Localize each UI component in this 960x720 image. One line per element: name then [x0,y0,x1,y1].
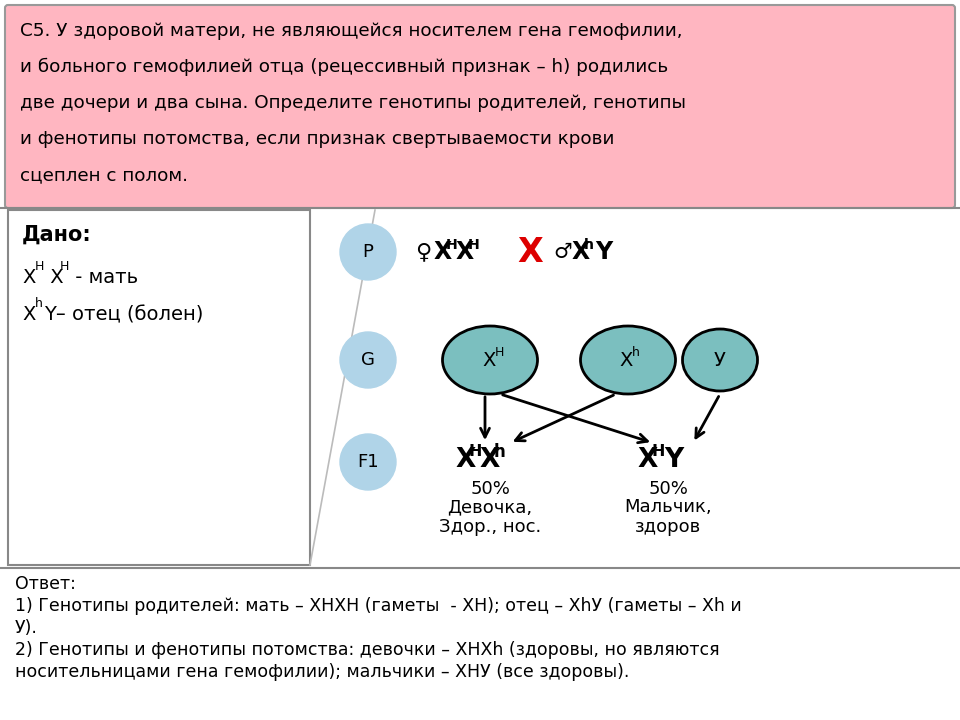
Text: У).: У). [15,619,37,637]
Text: Х: Х [479,447,500,473]
Text: две дочери и два сына. Определите генотипы родителей, генотипы: две дочери и два сына. Определите геноти… [20,94,686,112]
Text: ♂: ♂ [553,242,572,262]
Text: У: У [714,351,726,369]
Text: Н: Н [495,346,504,359]
Text: G: G [361,351,375,369]
Text: Х: Х [456,240,474,264]
Text: здоров: здоров [635,518,701,536]
Text: 1) Генотипы родителей: мать – ХНХН (гаметы  - ХН); отец – ХhУ (гаметы – Хh и: 1) Генотипы родителей: мать – ХНХН (гаме… [15,597,742,615]
Text: 50%: 50% [470,480,510,498]
Ellipse shape [581,326,676,394]
Text: Ответ:: Ответ: [15,575,76,593]
Text: Х: Х [44,268,63,287]
Text: Х: Х [482,351,495,369]
Text: Х: Х [455,447,475,473]
Text: 50%: 50% [648,480,688,498]
Text: 2) Генотипы и фенотипы потомства: девочки – ХНХh (здоровы, но являются: 2) Генотипы и фенотипы потомства: девочк… [15,641,720,659]
Text: Х: Х [619,351,633,369]
Text: С5. У здоровой матери, не являющейся носителем гена гемофилии,: С5. У здоровой матери, не являющейся нос… [20,22,683,40]
Text: Y: Y [595,240,612,264]
Text: Мальчик,: Мальчик, [624,498,711,516]
Text: Дано:: Дано: [22,225,92,245]
Text: Девочка,: Девочка, [447,498,533,516]
Text: Х: Х [572,240,590,264]
Text: Н: Н [468,238,480,252]
Ellipse shape [443,326,538,394]
Text: P: P [363,243,373,261]
FancyBboxPatch shape [5,5,955,208]
Text: носительницами гена гемофилии); мальчики – ХНУ (все здоровы).: носительницами гена гемофилии); мальчики… [15,663,630,681]
Text: Х: Х [22,268,36,287]
Text: Н: Н [446,238,458,252]
Text: Х: Х [638,447,659,473]
Text: ♀: ♀ [415,242,431,262]
Text: X: X [517,235,542,269]
Circle shape [340,434,396,490]
Text: h: h [493,443,505,461]
Text: Здор., нос.: Здор., нос. [439,518,541,536]
Text: Y– отец (болен): Y– отец (болен) [44,305,204,324]
Text: h: h [632,346,640,359]
Circle shape [340,224,396,280]
FancyBboxPatch shape [8,210,310,565]
Text: Х: Х [22,305,36,324]
Text: Н: Н [468,444,482,459]
Circle shape [340,332,396,388]
Text: Х: Х [434,240,452,264]
Text: сцеплен с полом.: сцеплен с полом. [20,166,188,184]
Text: Н: Н [35,260,44,273]
Text: Н: Н [652,444,665,459]
Text: Н: Н [60,260,69,273]
Ellipse shape [683,329,757,391]
Text: F1: F1 [357,453,379,471]
Text: и фенотипы потомства, если признак свертываемости крови: и фенотипы потомства, если признак сверт… [20,130,614,148]
Text: Y: Y [664,447,684,473]
Text: h: h [35,297,43,310]
Text: - мать: - мать [69,268,138,287]
Text: и больного гемофилией отца (рецессивный признак – h) родились: и больного гемофилией отца (рецессивный … [20,58,668,76]
Text: h: h [585,238,594,252]
